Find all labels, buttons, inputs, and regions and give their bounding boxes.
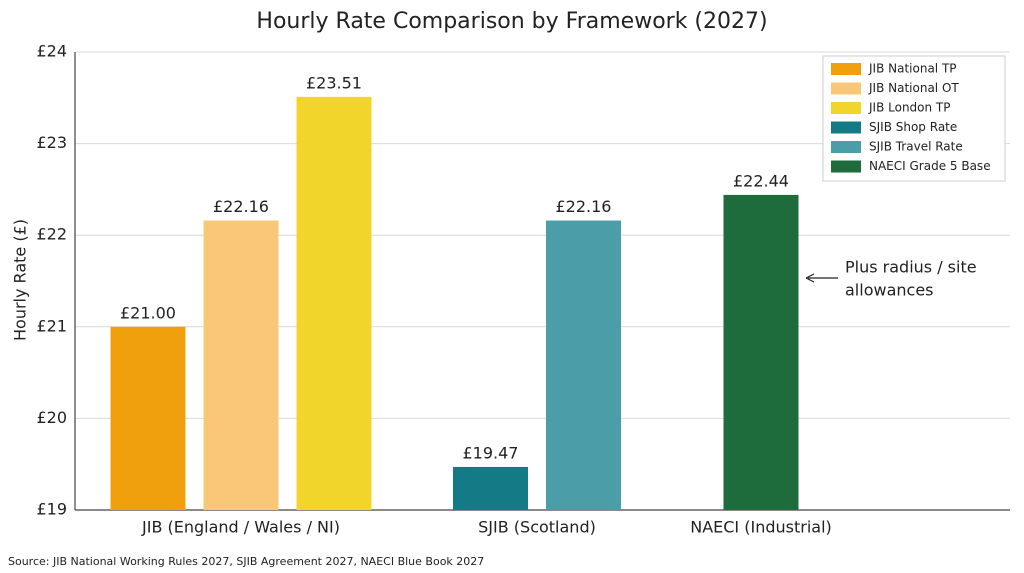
y-tick-label: £21: [36, 316, 67, 335]
bar: [453, 466, 528, 510]
y-tick-label: £23: [36, 133, 67, 152]
value-label: £22.44: [733, 171, 789, 190]
x-tick-label: SJIB (Scotland): [478, 518, 596, 537]
bar: [546, 220, 621, 510]
y-tick-label: £24: [36, 42, 67, 61]
legend-label: NAECI Grade 5 Base: [869, 159, 991, 173]
legend-swatch: [831, 82, 861, 95]
bar: [296, 96, 372, 510]
value-label: £22.16: [556, 197, 612, 216]
legend-label: JIB National TP: [868, 62, 957, 76]
y-tick-label: £22: [36, 225, 67, 244]
value-label: £19.47: [463, 443, 519, 462]
legend-label: JIB London TP: [868, 101, 951, 115]
bar: [110, 326, 186, 510]
legend-swatch: [831, 160, 861, 173]
legend-swatch: [831, 121, 861, 134]
legend-label: SJIB Shop Rate: [869, 120, 957, 134]
legend-label: JIB National OT: [868, 81, 959, 95]
y-axis-label: Hourly Rate (£): [11, 219, 30, 341]
x-tick-label: JIB (England / Wales / NI): [141, 518, 340, 537]
legend-swatch: [831, 63, 861, 75]
value-label: £21.00: [120, 303, 176, 322]
y-tick-label: £19: [36, 500, 67, 519]
x-tick-label: NAECI (Industrial): [690, 518, 832, 537]
legend-swatch: [831, 102, 861, 114]
legend-swatch: [831, 141, 861, 153]
value-label: £22.16: [213, 197, 269, 216]
legend-label: SJIB Travel Rate: [869, 140, 963, 154]
legend-box: [822, 55, 1006, 182]
annotation: Plus radius / site: [845, 258, 977, 277]
value-label: £23.51: [306, 73, 362, 92]
bar: [203, 220, 279, 510]
chart-title: Hourly Rate Comparison by Framework (202…: [256, 9, 767, 34]
annotation-arrowhead: [805, 273, 815, 283]
y-tick-label: £20: [36, 408, 67, 427]
bar: [723, 194, 799, 510]
source-note: Source: JIB National Working Rules 2027,…: [8, 555, 484, 568]
annotation: allowances: [845, 281, 934, 300]
